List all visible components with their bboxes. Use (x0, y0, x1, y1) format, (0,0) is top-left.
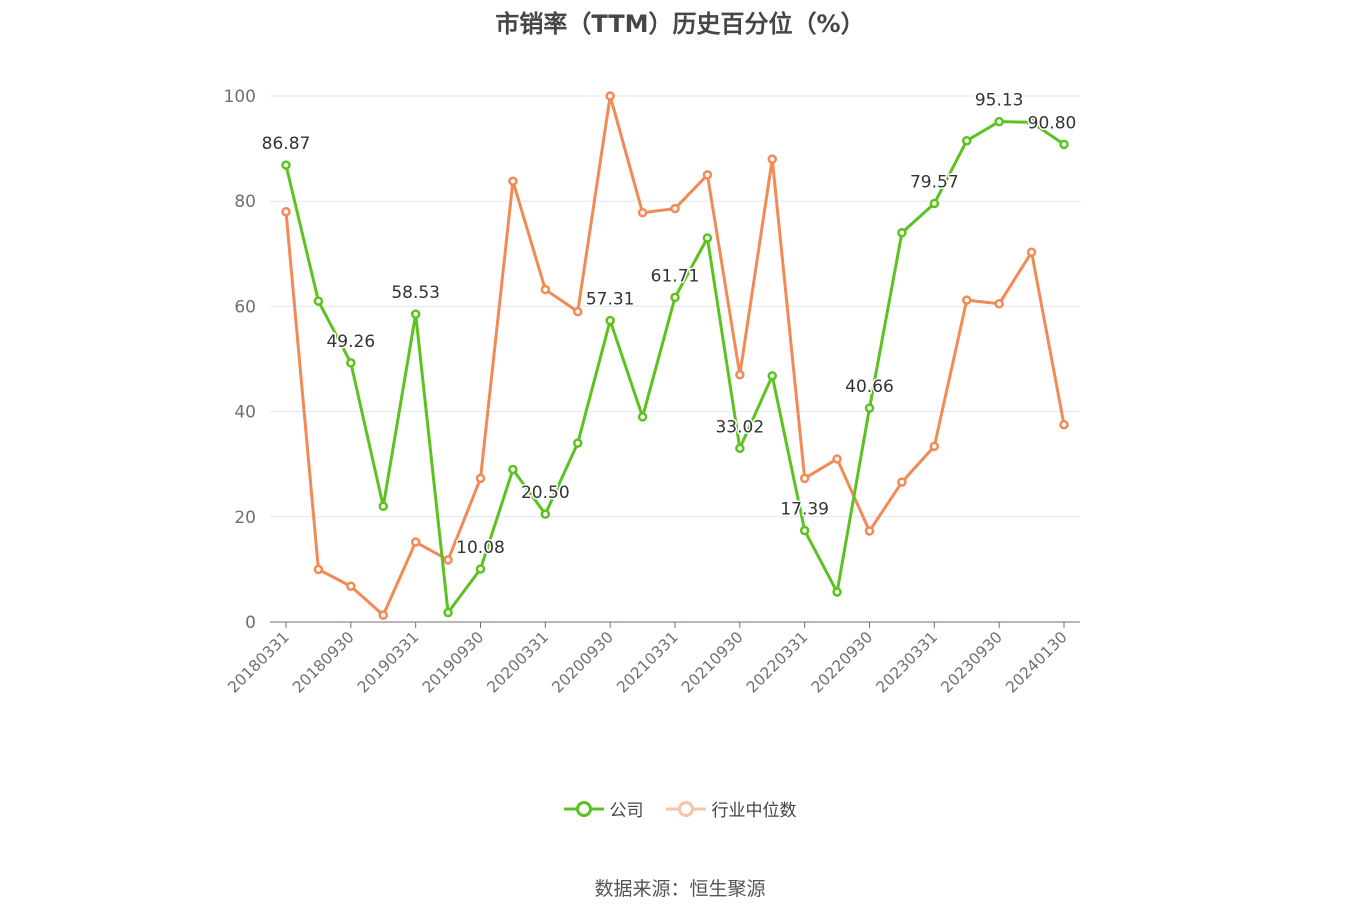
series-0-point-11 (637, 412, 648, 422)
x-tick-label-20240130: 20240130 (1002, 628, 1071, 697)
data-label-company-0: 86.87 (262, 134, 311, 154)
series-1-point-16 (799, 473, 810, 484)
data-label-company-12: 61.71 (651, 266, 700, 286)
data-label-company-14: 33.02 (715, 417, 764, 437)
data-label-company-24: 90.80 (1028, 113, 1077, 133)
x-tick-label-20210930: 20210930 (678, 628, 747, 697)
x-tick-label-20230930: 20230930 (937, 628, 1006, 697)
y-tick-label-60: 60 (234, 297, 256, 317)
series-0-point-15 (767, 371, 777, 381)
series-0-point-21 (962, 135, 972, 146)
series-0-point-12 (670, 292, 680, 303)
y-tick-label-100: 100 (224, 87, 256, 107)
legend-item-industry-median[interactable]: 行业中位数 (665, 796, 797, 821)
series-0-point-7 (508, 464, 518, 475)
x-tick-label-20210331: 20210331 (613, 628, 682, 697)
y-tick-label-40: 40 (234, 403, 256, 423)
series-0-point-13 (702, 233, 713, 243)
series-0-point-2 (346, 358, 356, 368)
series-1-point-3 (378, 610, 388, 620)
legend-label-company: 公司 (609, 801, 644, 821)
series-0-point-0 (281, 160, 291, 170)
series-0-point-14 (735, 443, 745, 454)
series-0-point-22 (994, 116, 1004, 127)
series-1-point-18 (864, 526, 875, 536)
x-tick-label-20200331: 20200331 (484, 628, 553, 697)
series-1-point-7 (508, 176, 518, 186)
data-label-company-8: 20.50 (521, 483, 570, 503)
series-0-point-3 (378, 501, 388, 512)
series-line-0 (284, 120, 1065, 615)
series-0-point-23 (1026, 117, 1037, 128)
x-tick-label-20220331: 20220331 (743, 628, 812, 697)
series-1-point-22 (994, 299, 1004, 309)
series-1-point-21 (962, 295, 972, 305)
legend: 公司 行业中位数 (0, 796, 1360, 821)
legend-swatch-company-icon (563, 800, 604, 817)
series-0-point-20 (929, 198, 940, 209)
series-1-point-20 (929, 441, 940, 452)
series-1-point-10 (605, 91, 615, 101)
series-lines (281, 91, 1069, 620)
series-0-point-1 (313, 296, 324, 306)
series-1-point-5 (443, 555, 453, 565)
data-label-company-22: 95.13 (975, 91, 1024, 111)
source-note: 数据来源：恒生聚源 (594, 878, 766, 900)
series-0-point-10 (605, 315, 615, 326)
series-1-point-15 (767, 154, 777, 164)
y-tick-label-20: 20 (234, 508, 256, 528)
series-0-point-24 (1059, 139, 1069, 150)
series-1-point-14 (735, 370, 745, 380)
series-1-point-24 (1059, 420, 1069, 430)
x-tick-label-20180930: 20180930 (289, 628, 358, 697)
x-tick-label-20180331: 20180331 (224, 628, 293, 697)
series-1-point-9 (573, 306, 583, 317)
y-tick-label-80: 80 (234, 192, 256, 212)
data-label-company-18: 40.66 (845, 377, 894, 397)
series-1-point-17 (832, 454, 842, 464)
x-tick-label-20190331: 20190331 (354, 628, 423, 697)
series-0-point-9 (573, 438, 583, 448)
x-tick-label-20230331: 20230331 (873, 628, 942, 697)
chart-title: 市销率（TTM）历史百分位（%） (495, 10, 865, 38)
data-labels: 86.87 49.26 58.53 10.08 20.50 57.31 61.71 33.02… (260, 89, 1078, 559)
series-1-point-12 (670, 203, 680, 214)
data-label-company-10: 57.31 (586, 290, 635, 310)
legend-item-company[interactable]: 公司 (563, 796, 644, 821)
series-1-point-2 (346, 581, 356, 591)
data-label-company-6: 10.08 (456, 538, 505, 558)
grid-lines (270, 95, 1080, 518)
series-0-point-8 (540, 509, 551, 519)
series-0-point-17 (832, 587, 842, 597)
series-0-point-6 (475, 564, 486, 574)
data-label-company-20: 79.57 (910, 172, 959, 192)
series-1-point-1 (313, 564, 324, 575)
series-0-point-4 (410, 309, 421, 319)
data-label-company-16: 17.39 (780, 500, 829, 520)
series-0-point-18 (864, 403, 875, 413)
series-1-point-8 (540, 284, 551, 295)
y-tick-label-0: 0 (245, 613, 256, 633)
x-tick-label-20220930: 20220930 (808, 628, 877, 697)
data-label-company-4: 58.53 (391, 283, 440, 303)
series-0-point-16 (799, 525, 810, 536)
series-0-point-19 (897, 228, 907, 238)
x-tick-label-20190930: 20190930 (419, 628, 488, 697)
series-0-point-5 (443, 607, 453, 618)
data-label-company-2: 49.26 (326, 332, 375, 352)
series-1-point-4 (410, 537, 421, 547)
series-1-point-13 (702, 170, 713, 180)
series-1-point-6 (475, 473, 486, 484)
series-1-point-19 (897, 477, 907, 487)
legend-swatch-industry-icon (665, 800, 706, 817)
series-1-point-11 (637, 208, 648, 218)
legend-label-industry-median: 行业中位数 (711, 801, 797, 821)
series-1-point-23 (1026, 247, 1037, 257)
x-tick-label-20200930: 20200930 (548, 628, 617, 697)
series-1-point-0 (281, 206, 291, 217)
